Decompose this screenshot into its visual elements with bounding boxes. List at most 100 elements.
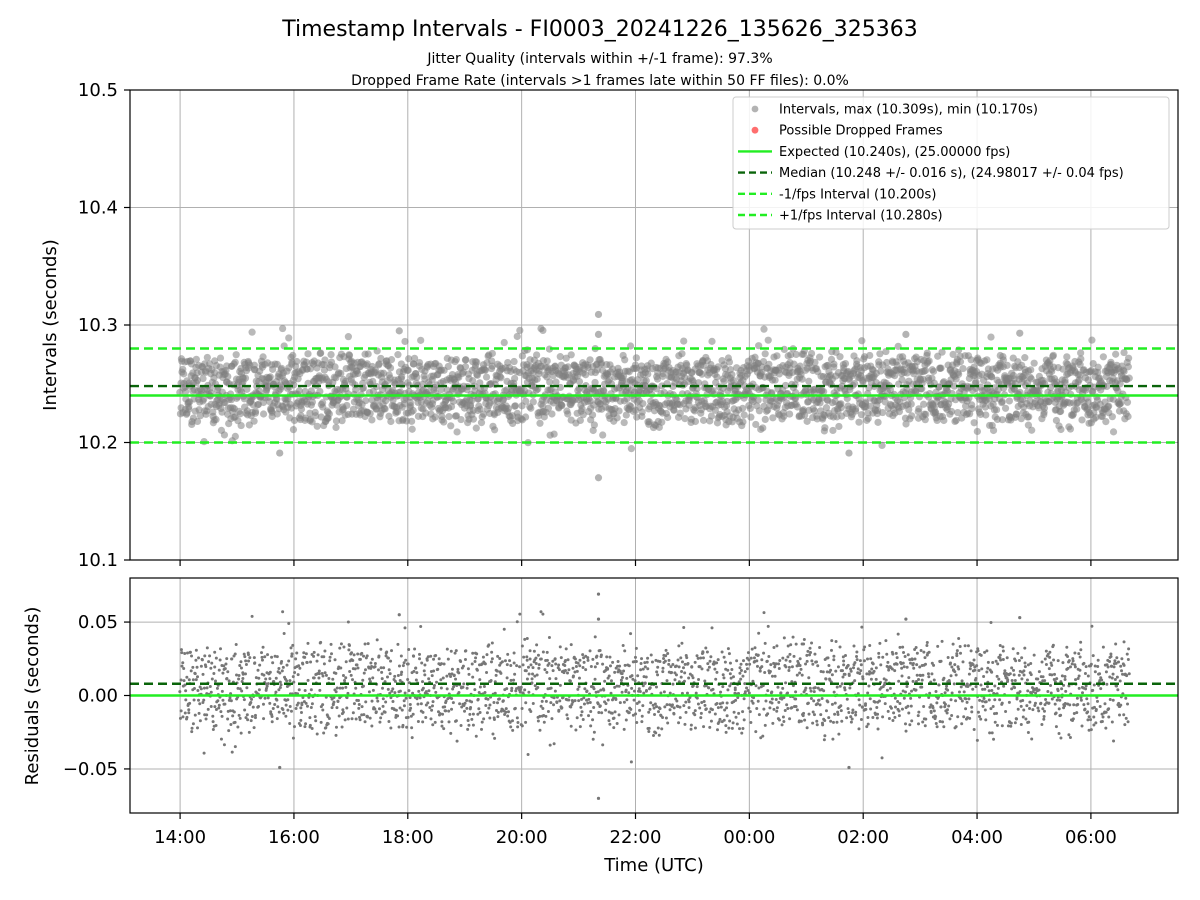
interval-point (728, 371, 736, 379)
residual-point (757, 713, 761, 717)
residual-point (666, 721, 670, 725)
interval-point (959, 364, 967, 373)
residual-point (605, 655, 609, 659)
residual-point (799, 719, 803, 723)
residual-point (869, 657, 873, 661)
residual-point (735, 659, 739, 663)
residual-point (1000, 701, 1004, 705)
residual-point (763, 671, 767, 675)
residual-point (656, 726, 660, 730)
residual-point (618, 664, 622, 668)
residual-point (725, 706, 729, 710)
residual-point (708, 710, 712, 714)
residual-point (317, 669, 321, 673)
interval-point (250, 417, 258, 425)
residual-point (535, 643, 539, 647)
residual-point (249, 719, 253, 723)
residual-point (297, 664, 301, 668)
residual-point (185, 651, 189, 655)
residual-point (188, 701, 192, 705)
residual-point (888, 686, 892, 690)
residual-point (713, 712, 717, 716)
residual-point (197, 656, 201, 660)
residual-point (470, 717, 474, 721)
residual-point (606, 698, 610, 702)
residual-point (610, 711, 614, 715)
residual-point (915, 663, 919, 667)
residual-point (278, 671, 282, 675)
residual-point (216, 699, 220, 703)
interval-point (622, 411, 630, 419)
interval-point (591, 378, 599, 387)
residual-point (500, 660, 504, 664)
residual-point (706, 668, 710, 672)
interval-point (1021, 354, 1029, 362)
residual-point (515, 716, 519, 720)
residual-point (1023, 646, 1027, 650)
interval-point (807, 349, 816, 358)
residual-point (934, 715, 938, 719)
residual-point (934, 722, 938, 726)
residual-point (811, 710, 815, 714)
residual-point (853, 679, 857, 683)
residual-point (180, 651, 184, 655)
residual-point (752, 656, 756, 660)
residual-point (246, 718, 250, 722)
residual-point (680, 691, 684, 695)
residual-point (260, 651, 264, 655)
residual-point (607, 674, 611, 678)
interval-point (192, 355, 200, 363)
residual-point (955, 649, 959, 653)
interval-point (1003, 361, 1011, 369)
residual-point (300, 701, 304, 705)
interval-point (521, 413, 530, 421)
residual-point (492, 701, 496, 705)
residual-point (473, 688, 477, 692)
residual-point (756, 653, 760, 657)
residual-point (798, 671, 802, 675)
residual-point (795, 708, 799, 712)
residual-point (498, 657, 502, 660)
residual-point (908, 658, 912, 662)
interval-point (380, 369, 388, 377)
residual-point (770, 674, 774, 678)
residual-point (996, 686, 1000, 690)
residual-point (319, 720, 323, 724)
residual-point (512, 678, 516, 682)
residual-point (846, 707, 850, 711)
residual-point (280, 669, 284, 673)
residual-point (954, 699, 958, 703)
residual-point (730, 668, 734, 672)
residual-point (293, 670, 297, 674)
residual-point (1019, 704, 1023, 708)
residual-point (647, 726, 651, 730)
residual-point (424, 715, 428, 719)
residual-point (543, 668, 547, 672)
residual-point (319, 640, 323, 644)
residual-point (805, 659, 809, 663)
residual-point (695, 685, 699, 689)
residual-point (673, 671, 677, 675)
residual-point (485, 670, 489, 674)
residual-point (673, 678, 677, 682)
residual-point (826, 700, 830, 704)
residual-point (687, 706, 691, 710)
interval-point (764, 336, 772, 344)
residual-point (236, 725, 240, 729)
residual-point (984, 718, 988, 722)
residual-point (193, 672, 197, 676)
residual-point (954, 673, 958, 677)
residual-point (482, 717, 486, 721)
residual-point (353, 667, 357, 671)
residual-point (883, 681, 887, 685)
residual-point (419, 702, 423, 706)
residual-point (721, 685, 725, 689)
residual-point (928, 691, 932, 695)
residual-point (465, 706, 469, 710)
interval-point (857, 411, 866, 419)
residual-point (890, 667, 894, 671)
residual-point (247, 659, 251, 663)
residual-point (858, 672, 862, 676)
residual-point (703, 703, 707, 707)
residual-point (221, 698, 225, 702)
